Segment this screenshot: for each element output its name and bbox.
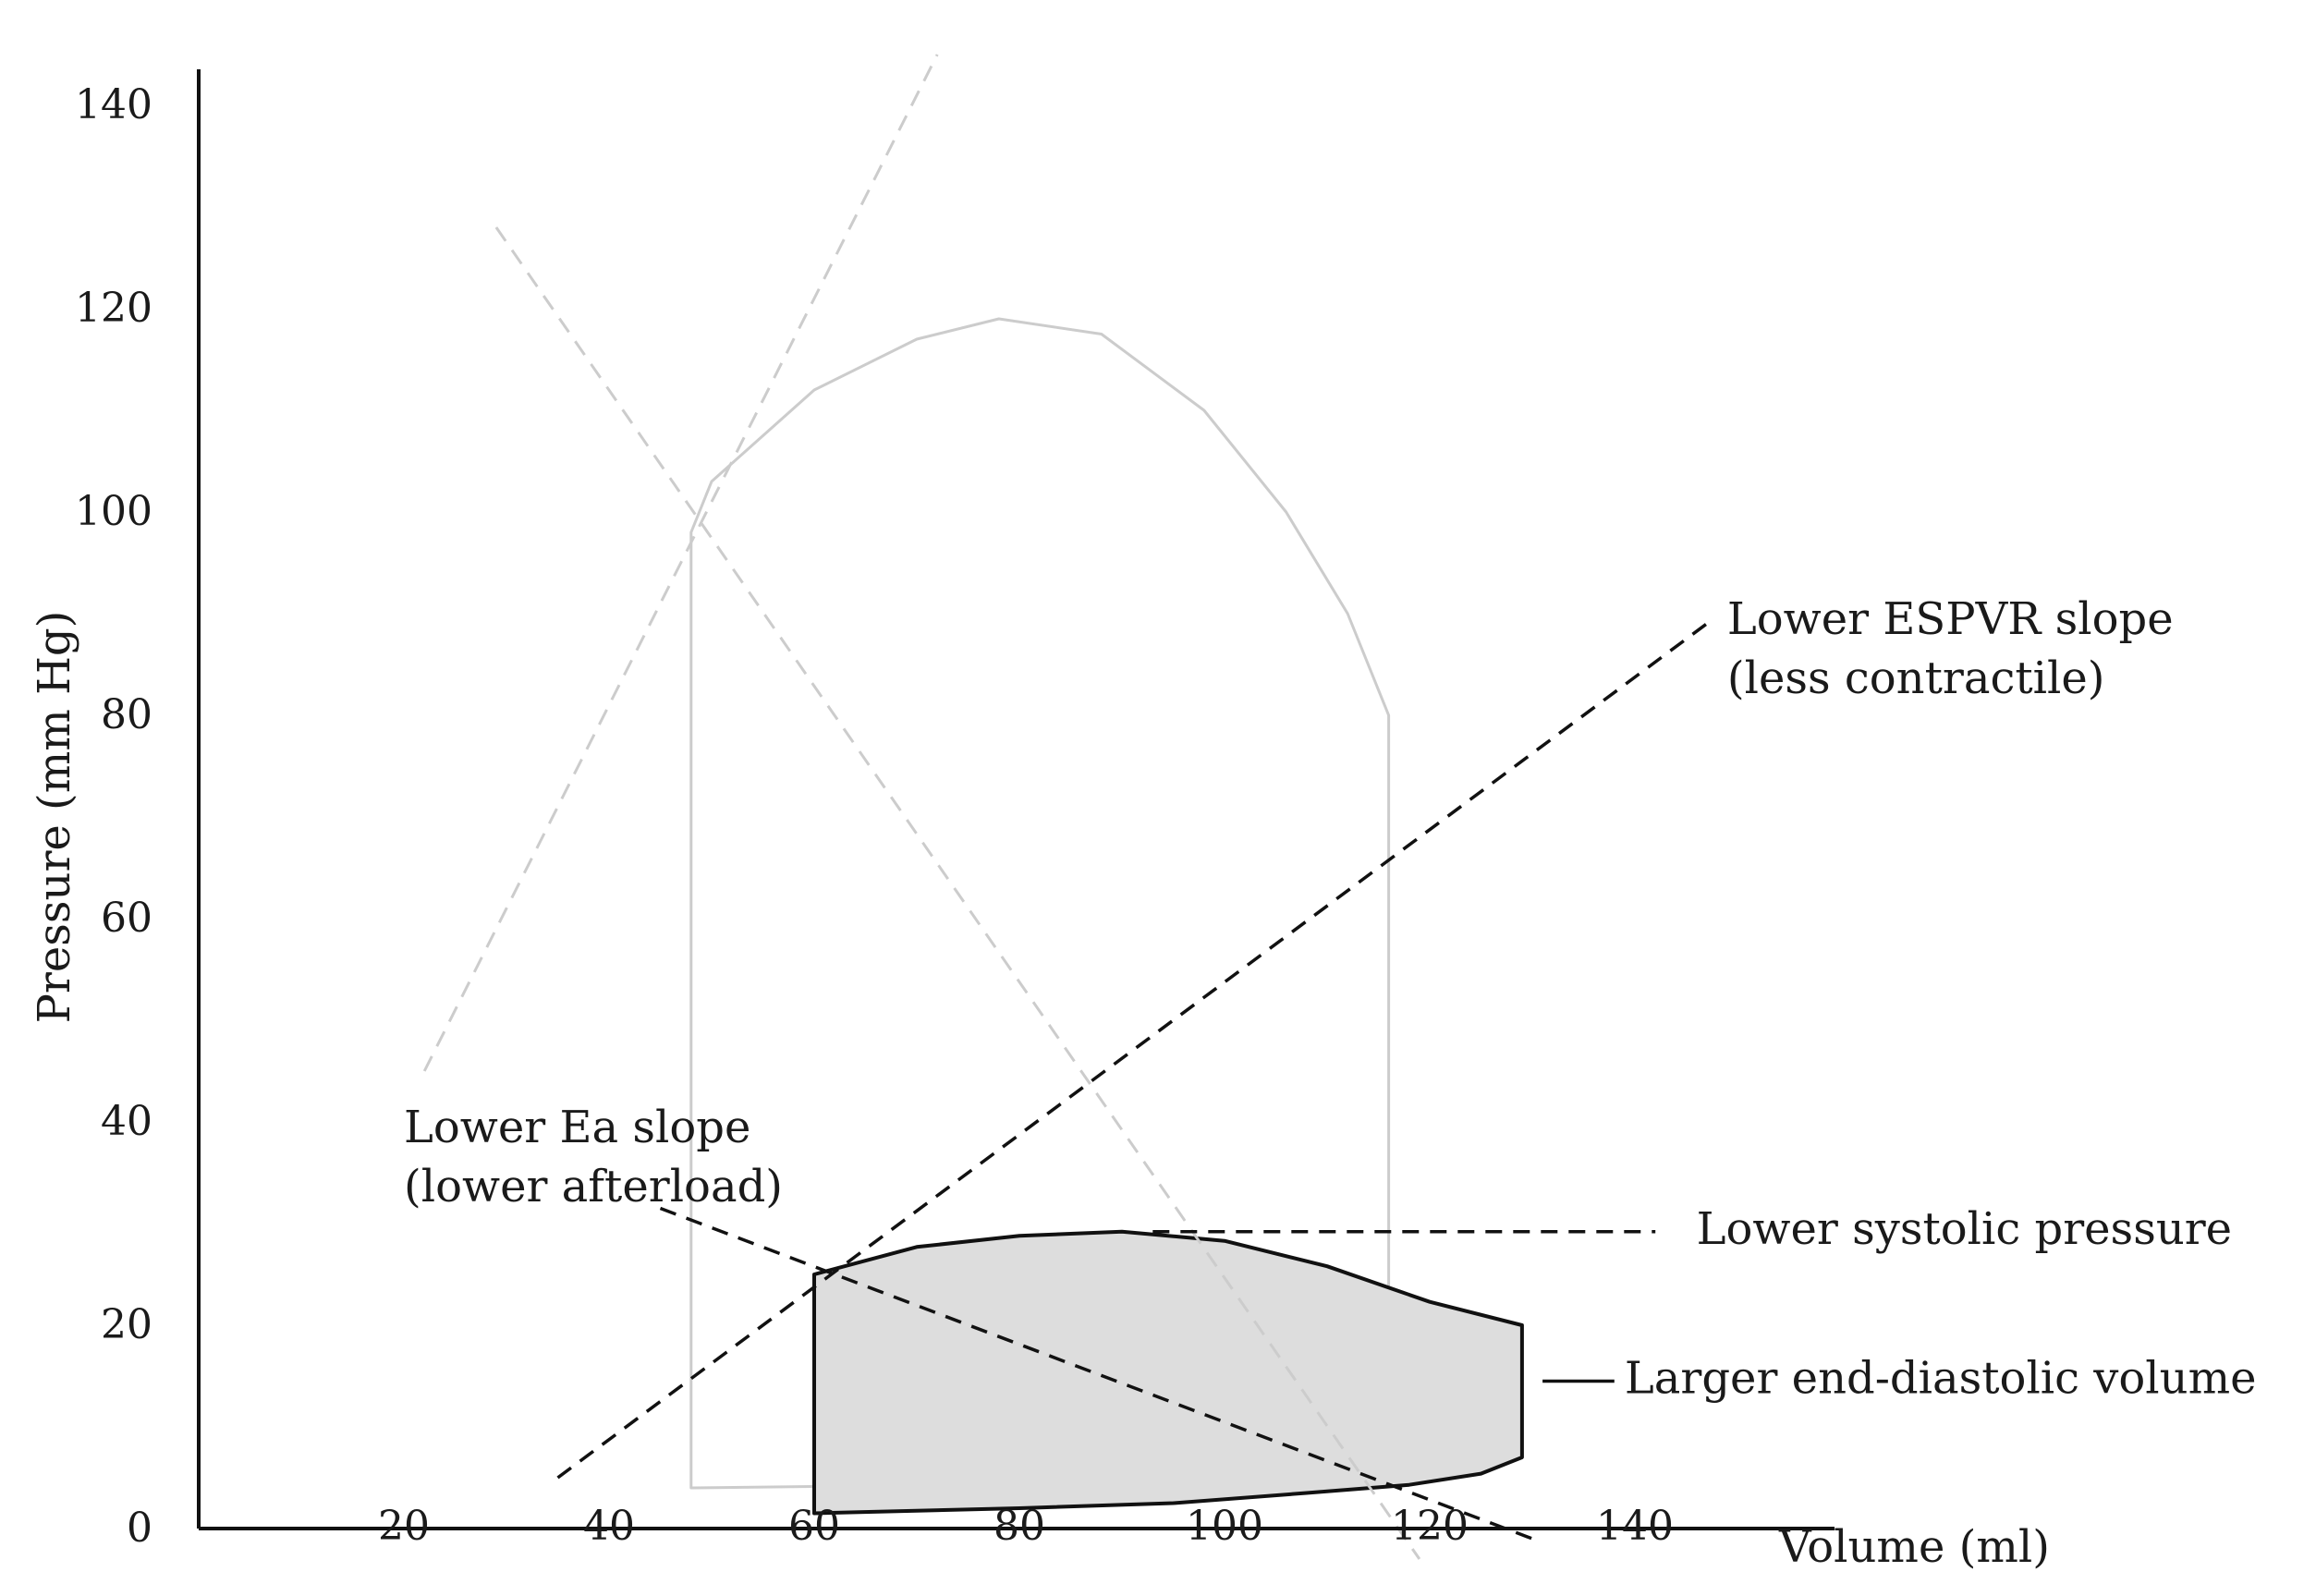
y-tick-label: 100 [75,488,152,535]
x-tick-label: 20 [378,1503,430,1550]
espvr-annotation-line: (less contractile) [1727,652,2105,704]
x-tick-label: 80 [993,1503,1045,1550]
edv-annotation: Larger end-diastolic volume [1625,1353,2257,1405]
x-tick-label: 140 [1596,1503,1674,1550]
y-tick-label: 0 [127,1505,152,1552]
loops-layer [689,317,1524,1516]
ea-annotation: Lower Ea slope (lower afterload) [404,1102,783,1212]
espvr-annotation: Lower ESPVR slope (less contractile) [1727,593,2174,704]
ea-annotation-line: (lower afterload) [404,1161,783,1212]
x-tick-label: 60 [788,1503,840,1550]
espvr-annotation-line: Lower ESPVR slope [1727,593,2174,645]
systolic-annotation: Lower systolic pressure [1697,1203,2233,1255]
y-tick-label: 80 [101,691,152,738]
reference-lines-layer [422,54,1708,1560]
baseline-ea-line [494,226,1421,1560]
axes-layer [197,69,1835,1530]
x-tick-label: 120 [1391,1503,1469,1550]
new-pv-loop [812,1229,1524,1516]
y-tick-label: 40 [101,1098,152,1145]
x-tick-label: 40 [583,1503,635,1550]
edv-annotation-line: Larger end-diastolic volume [1625,1353,2257,1405]
systolic-annotation-line: Lower systolic pressure [1697,1203,2233,1255]
y-tick-label: 120 [75,285,152,332]
annotations-layer: Lower ESPVR slope (less contractile)Lower… [404,593,2257,1405]
y-tick-label: 60 [101,895,152,942]
y-tick-label: 20 [101,1301,152,1348]
y-axis-label: Pressure (mm Hg) [29,611,80,1024]
y-tick-label: 140 [75,81,152,128]
lower-espvr-line [556,622,1708,1480]
ea-annotation-line: Lower Ea slope [404,1102,750,1153]
x-axis-label: Volume (ml) [1778,1521,2050,1573]
lower-ea-line [659,1206,1533,1541]
baseline-espvr-line [422,54,939,1072]
x-tick-label: 100 [1186,1503,1263,1550]
tick-labels-layer: 20 40 60 80 100 120 140 0 20 40 60 80 100 120 140 [75,81,1674,1552]
